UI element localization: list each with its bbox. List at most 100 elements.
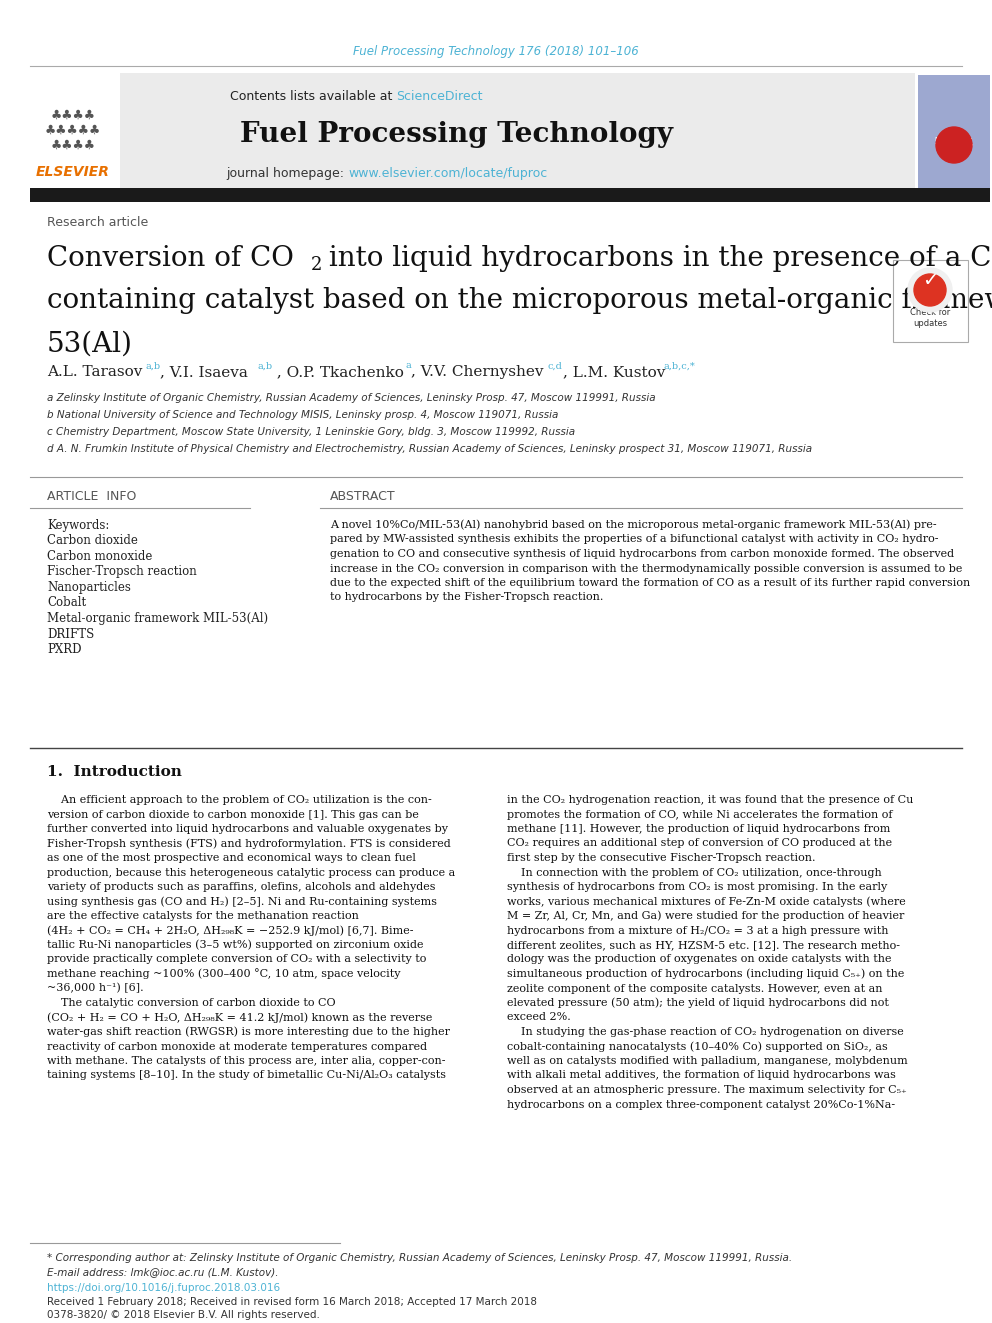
Text: ✓: ✓: [922, 270, 938, 290]
Text: promotes the formation of CO, while Ni accelerates the formation of: promotes the formation of CO, while Ni a…: [507, 810, 893, 819]
Text: Carbon monoxide: Carbon monoxide: [47, 550, 153, 564]
Text: ELSEVIER: ELSEVIER: [36, 165, 110, 179]
Text: PXRD: PXRD: [47, 643, 81, 656]
Text: A.L. Tarasov: A.L. Tarasov: [47, 365, 143, 378]
Text: 53(Al): 53(Al): [47, 331, 133, 357]
Text: Metal-organic framework MIL-53(Al): Metal-organic framework MIL-53(Al): [47, 613, 268, 624]
Text: exceed 2%.: exceed 2%.: [507, 1012, 570, 1023]
Text: Keywords:: Keywords:: [47, 519, 109, 532]
Text: In studying the gas-phase reaction of CO₂ hydrogenation on diverse: In studying the gas-phase reaction of CO…: [507, 1027, 904, 1037]
Text: first step by the consecutive Fischer-Tropsch reaction.: first step by the consecutive Fischer-Tr…: [507, 853, 815, 863]
Text: taining systems [8–10]. In the study of bimetallic Cu-Ni/Al₂O₃ catalysts: taining systems [8–10]. In the study of …: [47, 1070, 446, 1081]
Text: A novel 10%Co/MIL-53(Al) nanohybrid based on the microporous metal-organic frame: A novel 10%Co/MIL-53(Al) nanohybrid base…: [330, 520, 936, 531]
Text: in the CO₂ hydrogenation reaction, it was found that the presence of Cu: in the CO₂ hydrogenation reaction, it wa…: [507, 795, 914, 804]
Text: * Corresponding author at: Zelinsky Institute of Organic Chemistry, Russian Acad: * Corresponding author at: Zelinsky Inst…: [47, 1253, 793, 1263]
Text: methane reaching ~100% (300–400 °C, 10 atm, space velocity: methane reaching ~100% (300–400 °C, 10 a…: [47, 968, 401, 979]
Text: 0378-3820/ © 2018 Elsevier B.V. All rights reserved.: 0378-3820/ © 2018 Elsevier B.V. All righ…: [47, 1310, 319, 1320]
Text: elevated pressure (50 atm); the yield of liquid hydrocarbons did not: elevated pressure (50 atm); the yield of…: [507, 998, 889, 1008]
Text: https://doi.org/10.1016/j.fuproc.2018.03.016: https://doi.org/10.1016/j.fuproc.2018.03…: [47, 1283, 280, 1293]
Text: Fuel Processing Technology: Fuel Processing Technology: [240, 120, 674, 147]
Text: , O.P. Tkachenko: , O.P. Tkachenko: [272, 365, 404, 378]
Text: works, various mechanical mixtures of Fe-Zn-M oxide catalysts (where: works, various mechanical mixtures of Fe…: [507, 896, 906, 906]
Text: genation to CO and consecutive synthesis of liquid hydrocarbons from carbon mono: genation to CO and consecutive synthesis…: [330, 549, 954, 560]
Text: ABSTRACT: ABSTRACT: [330, 491, 396, 504]
Text: Nanoparticles: Nanoparticles: [47, 581, 131, 594]
Text: Carbon dioxide: Carbon dioxide: [47, 534, 138, 548]
Text: Fuel
Processing
Technology: Fuel Processing Technology: [934, 132, 974, 148]
Text: zeolite component of the composite catalysts. However, even at an: zeolite component of the composite catal…: [507, 983, 883, 994]
Bar: [893, 261, 968, 343]
Text: a,b: a,b: [257, 361, 272, 370]
Text: as one of the most prospective and economical ways to clean fuel: as one of the most prospective and econo…: [47, 853, 416, 863]
Text: increase in the CO₂ conversion in comparison with the thermodynamically possible: increase in the CO₂ conversion in compar…: [330, 564, 962, 573]
Text: 1.  Introduction: 1. Introduction: [47, 765, 182, 779]
Bar: [918, 75, 990, 191]
Text: Fisher-Tropsh synthesis (FTS) and hydroformylation. FTS is considered: Fisher-Tropsh synthesis (FTS) and hydrof…: [47, 839, 450, 849]
Text: methane [11]. However, the production of liquid hydrocarbons from: methane [11]. However, the production of…: [507, 824, 891, 833]
Text: with alkali metal additives, the formation of liquid hydrocarbons was: with alkali metal additives, the formati…: [507, 1070, 896, 1081]
Text: journal homepage:: journal homepage:: [226, 168, 348, 180]
Text: variety of products such as paraffins, olefins, alcohols and aldehydes: variety of products such as paraffins, o…: [47, 882, 435, 892]
Text: Research article: Research article: [47, 217, 148, 229]
Text: ♣♣♣♣
♣♣♣♣♣
♣♣♣♣: ♣♣♣♣ ♣♣♣♣♣ ♣♣♣♣: [45, 108, 101, 152]
Text: a Zelinsky Institute of Organic Chemistry, Russian Academy of Sciences, Leninsky: a Zelinsky Institute of Organic Chemistr…: [47, 393, 656, 404]
Text: pared by MW-assisted synthesis exhibits the properties of a bifunctional catalys: pared by MW-assisted synthesis exhibits …: [330, 534, 938, 545]
Bar: [30, 188, 990, 202]
Text: further converted into liquid hydrocarbons and valuable oxygenates by: further converted into liquid hydrocarbo…: [47, 824, 448, 833]
Text: a,b: a,b: [145, 361, 160, 370]
Text: ~36,000 h⁻¹) [6].: ~36,000 h⁻¹) [6].: [47, 983, 144, 994]
Text: version of carbon dioxide to carbon monoxide [1]. This gas can be: version of carbon dioxide to carbon mono…: [47, 810, 419, 819]
Text: cobalt-containing nanocatalysts (10–40% Co) supported on SiO₂, as: cobalt-containing nanocatalysts (10–40% …: [507, 1041, 888, 1052]
Text: , V.V. Chernyshev: , V.V. Chernyshev: [411, 365, 544, 378]
Text: , V.I. Isaeva: , V.I. Isaeva: [160, 365, 248, 378]
Text: synthesis of hydrocarbons from CO₂ is most promising. In the early: synthesis of hydrocarbons from CO₂ is mo…: [507, 882, 887, 892]
Circle shape: [936, 127, 972, 163]
Text: (4H₂ + CO₂ = CH₄ + 2H₂O, ΔH₂₉₈K = −252.9 kJ/mol) [6,7]. Bime-: (4H₂ + CO₂ = CH₄ + 2H₂O, ΔH₂₉₈K = −252.9…: [47, 925, 414, 935]
Text: hydrocarbons on a complex three-component catalyst 20%Co-1%Na-: hydrocarbons on a complex three-componen…: [507, 1099, 895, 1110]
Text: simultaneous production of hydrocarbons (including liquid C₅₊) on the: simultaneous production of hydrocarbons …: [507, 968, 905, 979]
Text: , L.M. Kustov: , L.M. Kustov: [563, 365, 666, 378]
Bar: [75, 73, 915, 188]
Text: Conversion of CO: Conversion of CO: [47, 245, 294, 271]
Text: CO₂ requires an additional step of conversion of CO produced at the: CO₂ requires an additional step of conve…: [507, 839, 892, 848]
Text: with methane. The catalysts of this process are, inter alia, copper-con-: with methane. The catalysts of this proc…: [47, 1056, 445, 1066]
Text: water-gas shift reaction (RWGSR) is more interesting due to the higher: water-gas shift reaction (RWGSR) is more…: [47, 1027, 450, 1037]
Text: production, because this heterogeneous catalytic process can produce a: production, because this heterogeneous c…: [47, 868, 455, 877]
Text: An efficient approach to the problem of CO₂ utilization is the con-: An efficient approach to the problem of …: [47, 795, 432, 804]
Circle shape: [914, 274, 946, 306]
Text: provide practically complete conversion of CO₂ with a selectivity to: provide practically complete conversion …: [47, 954, 427, 964]
Text: M = Zr, Al, Cr, Mn, and Ga) were studied for the production of heavier: M = Zr, Al, Cr, Mn, and Ga) were studied…: [507, 910, 905, 921]
Circle shape: [908, 269, 952, 312]
Text: In connection with the problem of CO₂ utilization, once-through: In connection with the problem of CO₂ ut…: [507, 868, 882, 877]
Text: The catalytic conversion of carbon dioxide to CO: The catalytic conversion of carbon dioxi…: [47, 998, 335, 1008]
Text: a: a: [405, 361, 411, 370]
Text: www.elsevier.com/locate/fuproc: www.elsevier.com/locate/fuproc: [348, 168, 548, 180]
Text: Received 1 February 2018; Received in revised form 16 March 2018; Accepted 17 Ma: Received 1 February 2018; Received in re…: [47, 1297, 537, 1307]
Text: observed at an atmospheric pressure. The maximum selectivity for C₅₊: observed at an atmospheric pressure. The…: [507, 1085, 907, 1095]
Text: reactivity of carbon monoxide at moderate temperatures compared: reactivity of carbon monoxide at moderat…: [47, 1041, 428, 1052]
Text: due to the expected shift of the equilibrium toward the formation of CO as a res: due to the expected shift of the equilib…: [330, 578, 970, 587]
Text: into liquid hydrocarbons in the presence of a Co-: into liquid hydrocarbons in the presence…: [320, 245, 992, 271]
Text: ScienceDirect: ScienceDirect: [396, 90, 482, 102]
Text: a,b,c,*: a,b,c,*: [663, 361, 694, 370]
Text: tallic Ru-Ni nanoparticles (3–5 wt%) supported on zirconium oxide: tallic Ru-Ni nanoparticles (3–5 wt%) sup…: [47, 939, 424, 950]
Text: c Chemistry Department, Moscow State University, 1 Leninskie Gory, bldg. 3, Mosc: c Chemistry Department, Moscow State Uni…: [47, 427, 575, 437]
Text: are the effective catalysts for the methanation reaction: are the effective catalysts for the meth…: [47, 912, 359, 921]
Text: DRIFTS: DRIFTS: [47, 627, 94, 640]
Text: Check for
updates: Check for updates: [910, 308, 950, 328]
Text: Cobalt: Cobalt: [47, 597, 86, 610]
Text: using synthesis gas (CO and H₂) [2–5]. Ni and Ru-containing systems: using synthesis gas (CO and H₂) [2–5]. N…: [47, 896, 437, 906]
Text: Contents lists available at: Contents lists available at: [229, 90, 396, 102]
Text: ARTICLE  INFO: ARTICLE INFO: [47, 491, 136, 504]
Text: different zeolites, such as HY, HZSM-5 etc. [12]. The research metho-: different zeolites, such as HY, HZSM-5 e…: [507, 941, 900, 950]
Text: hydrocarbons from a mixture of H₂/CO₂ = 3 at a high pressure with: hydrocarbons from a mixture of H₂/CO₂ = …: [507, 926, 889, 935]
Text: (CO₂ + H₂ = CO + H₂O, ΔH₂₉₈K = 41.2 kJ/mol) known as the reverse: (CO₂ + H₂ = CO + H₂O, ΔH₂₉₈K = 41.2 kJ/m…: [47, 1012, 433, 1023]
Text: containing catalyst based on the microporous metal-organic framework MIL-: containing catalyst based on the micropo…: [47, 287, 992, 315]
Text: Fischer-Tropsch reaction: Fischer-Tropsch reaction: [47, 565, 196, 578]
Text: to hydrocarbons by the Fisher-Tropsch reaction.: to hydrocarbons by the Fisher-Tropsch re…: [330, 593, 603, 602]
Text: c,d: c,d: [548, 361, 562, 370]
Text: E-mail address: lmk@ioc.ac.ru (L.M. Kustov).: E-mail address: lmk@ioc.ac.ru (L.M. Kust…: [47, 1267, 279, 1277]
Text: b National University of Science and Technology MISIS, Leninsky prosp. 4, Moscow: b National University of Science and Tec…: [47, 410, 558, 419]
Bar: [30, 71, 120, 192]
Text: well as on catalysts modified with palladium, manganese, molybdenum: well as on catalysts modified with palla…: [507, 1056, 908, 1066]
